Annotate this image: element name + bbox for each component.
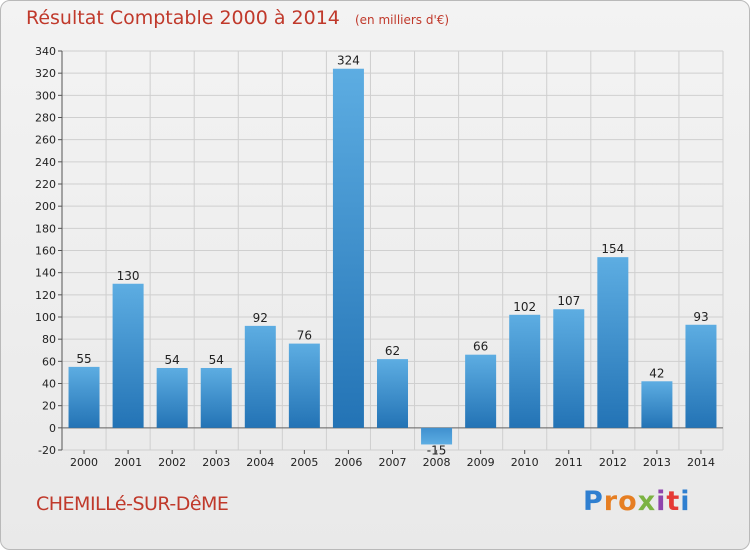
- commune-name: CHEMILLé-SUR-DêME: [36, 493, 229, 515]
- bar-2006: [332, 68, 364, 428]
- x-tick-label-2013: 2013: [643, 456, 671, 469]
- value-label-2002: 54: [165, 353, 180, 367]
- value-label-2000: 55: [76, 352, 91, 366]
- x-tick-label-2001: 2001: [114, 456, 142, 469]
- value-label-2001: 130: [117, 269, 140, 283]
- bar-2001: [112, 283, 144, 428]
- bar-2007: [377, 359, 408, 428]
- y-tick-label: 320: [35, 67, 56, 80]
- y-tick-label: 300: [35, 89, 56, 102]
- y-tick-label: 160: [35, 245, 56, 258]
- bar-2010: [509, 314, 541, 428]
- x-tick-label-2008: 2008: [423, 456, 451, 469]
- x-tick-label-2004: 2004: [246, 456, 274, 469]
- logo-letter: P: [583, 486, 604, 517]
- bar-2012: [597, 257, 629, 428]
- proxiti-logo: Proxiti: [583, 486, 691, 517]
- value-label-2003: 54: [209, 353, 224, 367]
- y-tick-label: 120: [35, 289, 56, 302]
- y-tick-label: 260: [35, 134, 56, 147]
- x-tick-label-2003: 2003: [202, 456, 230, 469]
- value-label-2013: 42: [649, 366, 664, 380]
- value-label-2014: 93: [693, 310, 708, 324]
- value-label-2005: 76: [297, 329, 312, 343]
- y-tick-label: 200: [35, 200, 56, 213]
- y-tick-label: -20: [38, 444, 56, 457]
- logo-letter: i: [656, 486, 667, 517]
- bars: [68, 68, 717, 445]
- y-tick-label: 100: [35, 311, 56, 324]
- x-tick-labels: 2000 2001 2002 2003 2004 2005 2006 2007 2008 2009…: [70, 450, 715, 469]
- value-label-2010: 102: [513, 300, 536, 314]
- y-tick-label: 140: [35, 267, 56, 280]
- chart-title-row: Résultat Comptable 2000 à 2014 (en milli…: [26, 7, 449, 29]
- x-tick-label-2006: 2006: [334, 456, 362, 469]
- x-tick-label-2011: 2011: [555, 456, 583, 469]
- y-tick-label: 0: [49, 422, 56, 435]
- logo-letter: o: [618, 486, 638, 517]
- value-label-2012: 154: [601, 242, 624, 256]
- y-tick-label: 220: [35, 178, 56, 191]
- bar-2013: [641, 381, 673, 428]
- logo-letter: i: [680, 486, 691, 517]
- y-tick-label: 60: [42, 355, 56, 368]
- bar-2005: [288, 343, 320, 428]
- x-tick-label-2009: 2009: [467, 456, 495, 469]
- x-tick-label-2007: 2007: [379, 456, 407, 469]
- bar-2014: [685, 324, 717, 428]
- value-label-2011: 107: [557, 294, 580, 308]
- value-label-2009: 66: [473, 340, 488, 354]
- x-tick-label-2010: 2010: [511, 456, 539, 469]
- value-label-2006: 324: [337, 54, 360, 68]
- bar-2000: [68, 366, 100, 428]
- x-tick-label-2000: 2000: [70, 456, 98, 469]
- chart-title: Résultat Comptable 2000 à 2014: [26, 7, 340, 29]
- logo-letter: r: [603, 486, 619, 517]
- y-tick-label: 340: [35, 45, 56, 58]
- x-tick-label-2012: 2012: [599, 456, 627, 469]
- x-tick-label-2014: 2014: [687, 456, 715, 469]
- bar-2003: [200, 367, 232, 428]
- y-tick-labels: -20 0 20 40 60 80 100 120 140 160 180 200 220 240 260 2…: [35, 45, 56, 457]
- y-tick-label: 40: [42, 378, 56, 391]
- x-tick-label-2002: 2002: [158, 456, 186, 469]
- bar-2008: [421, 427, 453, 445]
- y-tick-label: 240: [35, 156, 56, 169]
- value-label-2004: 92: [253, 311, 268, 325]
- chart-subtitle: (en milliers d'€): [354, 13, 450, 27]
- value-label-2007: 62: [385, 344, 400, 358]
- x-tick-label-2005: 2005: [290, 456, 318, 469]
- bar-2002: [156, 367, 188, 428]
- y-tick-label: 280: [35, 112, 56, 125]
- logo-letter: t: [666, 486, 681, 517]
- y-tick-label: 180: [35, 222, 56, 235]
- bar-2011: [553, 309, 585, 428]
- y-tick-label: 20: [42, 400, 56, 413]
- bar-2009: [465, 354, 497, 428]
- bar-2004: [244, 325, 276, 428]
- logo-letter: x: [637, 486, 657, 517]
- y-tick-label: 80: [42, 333, 56, 346]
